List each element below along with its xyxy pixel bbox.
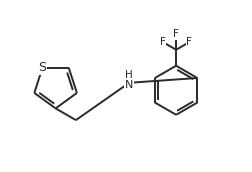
Text: H: H — [125, 70, 133, 80]
Text: S: S — [39, 61, 46, 74]
Text: F: F — [186, 37, 192, 47]
Text: F: F — [173, 29, 179, 39]
Text: N: N — [125, 79, 133, 89]
Text: F: F — [160, 37, 166, 47]
